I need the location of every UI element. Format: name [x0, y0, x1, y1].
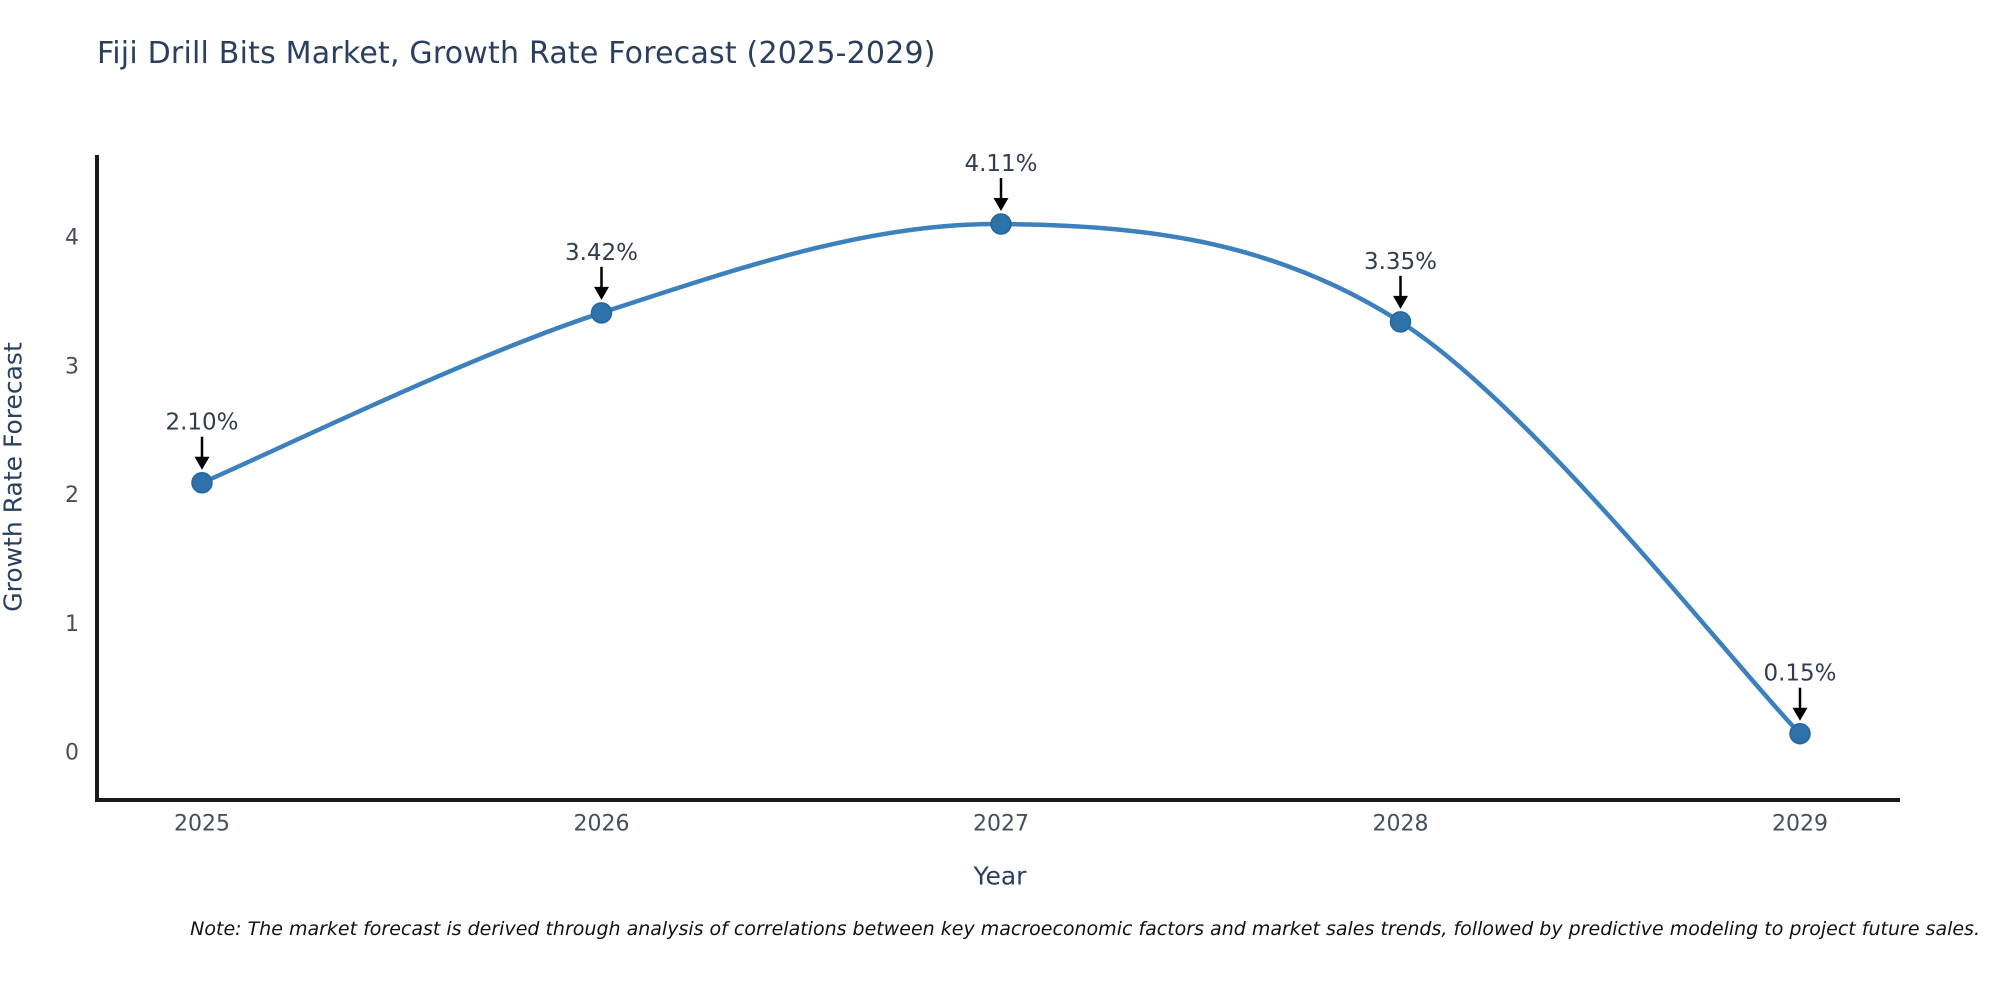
trend-line	[199, 221, 1803, 736]
data-point-marker	[1789, 722, 1811, 745]
annotation-label: 0.15%	[1763, 661, 1836, 687]
data-point-marker	[191, 471, 213, 494]
y-tick-label: 2	[65, 483, 79, 508]
annotation-arrow-head	[1393, 295, 1408, 309]
x-tick-label: 2025	[174, 812, 230, 837]
y-tick-label: 4	[65, 226, 79, 251]
x-tick-label: 2029	[1772, 812, 1828, 837]
annotation-label: 3.42%	[565, 240, 638, 266]
x-tick-label: 2027	[973, 812, 1029, 837]
annotation-arrow-head	[1792, 707, 1808, 721]
y-tick-label: 3	[65, 354, 79, 379]
annotation-arrow-head	[594, 286, 609, 300]
data-point-marker	[990, 213, 1012, 235]
annotation-arrow-head	[993, 198, 1009, 212]
annotation-arrow-head	[194, 456, 210, 470]
x-tick-label: 2028	[1373, 812, 1429, 837]
y-tick-label: 1	[65, 612, 79, 637]
y-tick-label: 0	[65, 741, 79, 766]
data-point-marker	[590, 302, 613, 324]
x-axis-title: Year	[973, 861, 1027, 891]
data-point-marker	[1389, 311, 1412, 333]
annotation-label: 3.35%	[1364, 249, 1437, 275]
x-tick-label: 2026	[574, 812, 630, 837]
chart-title: Fiji Drill Bits Market, Growth Rate Fore…	[97, 36, 936, 71]
annotation-label: 4.11%	[964, 151, 1037, 177]
annotation-label: 2.10%	[165, 410, 238, 436]
y-axis-title: Growth Rate Forecast	[0, 342, 28, 612]
footnote: Note: The market forecast is derived thr…	[190, 918, 1980, 940]
